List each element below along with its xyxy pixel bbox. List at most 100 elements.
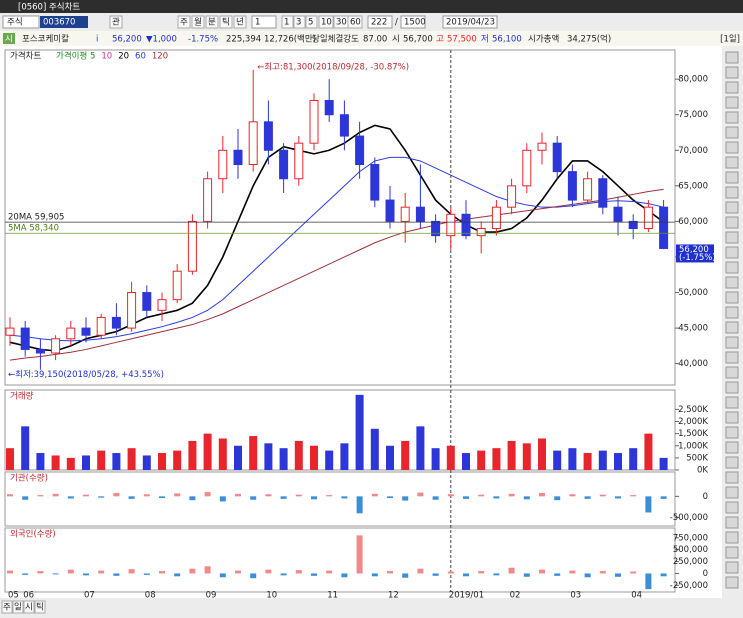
tool-button[interactable] <box>191 15 205 29</box>
code-input[interactable] <box>40 16 88 28</box>
net-bar <box>356 535 363 574</box>
side-icon[interactable] <box>725 321 739 334</box>
net-bar <box>98 570 105 574</box>
total: 1500 <box>404 18 426 28</box>
unit: 1 <box>255 18 260 28</box>
panel-title: 거래량 <box>10 391 34 402</box>
volume-bar <box>310 445 318 470</box>
side-icon[interactable] <box>725 291 739 304</box>
period-label: 5 <box>308 18 313 28</box>
candle-body <box>370 164 380 201</box>
candle-body <box>415 206 425 222</box>
y-tick-label: 75,000 <box>678 110 708 120</box>
side-icon[interactable] <box>725 186 739 199</box>
footer-button[interactable] <box>34 600 46 614</box>
side-icon[interactable] <box>725 81 739 94</box>
net-bar <box>630 571 637 574</box>
side-icon[interactable] <box>725 141 739 154</box>
side-icon[interactable] <box>725 576 739 589</box>
volume-bar <box>234 445 242 470</box>
footer-button[interactable] <box>23 600 35 614</box>
footer-button[interactable] <box>1 600 13 614</box>
candle-body <box>279 149 289 180</box>
period: [1일] <box>720 35 740 45</box>
tool-button[interactable] <box>177 15 191 29</box>
side-icon[interactable] <box>725 261 739 274</box>
net-bar <box>645 496 652 513</box>
side-icon[interactable] <box>725 231 739 244</box>
side-icon[interactable] <box>725 486 739 499</box>
rate: -1.75% <box>188 35 218 45</box>
footer-button[interactable] <box>12 600 24 614</box>
side-icon[interactable] <box>725 411 739 424</box>
unit-select[interactable] <box>251 15 277 29</box>
tool-button[interactable] <box>219 15 233 29</box>
net-bar <box>554 573 561 576</box>
candle-body <box>552 142 562 173</box>
side-icon[interactable] <box>725 111 739 124</box>
period-button[interactable] <box>305 15 318 29</box>
side-icon[interactable] <box>725 396 739 409</box>
candle-body <box>613 206 623 222</box>
ma-level-label: 20MA 59,905 <box>8 213 64 223</box>
side-icon[interactable] <box>725 336 739 349</box>
tool-button[interactable] <box>109 15 123 29</box>
footer-label: 일 <box>14 603 22 613</box>
side-icon[interactable] <box>725 276 739 289</box>
net-bar <box>128 496 135 499</box>
period-button[interactable] <box>293 15 306 29</box>
volume-bar <box>188 440 197 470</box>
side-icon[interactable] <box>725 516 739 529</box>
net-bar <box>159 571 165 574</box>
count-input[interactable] <box>367 15 393 29</box>
side-icon[interactable] <box>725 501 739 514</box>
net-bar <box>523 573 530 577</box>
side-icon[interactable] <box>725 546 739 559</box>
side-icon[interactable] <box>725 366 739 379</box>
net-bar <box>478 494 485 497</box>
period-label: 10 <box>321 18 332 28</box>
side-icon[interactable] <box>725 426 739 439</box>
side-icon[interactable] <box>725 306 739 319</box>
date-input[interactable] <box>442 15 498 29</box>
side-icon[interactable] <box>725 246 739 259</box>
side-icon[interactable] <box>725 441 739 454</box>
strength-label: 당일체결강도 <box>312 34 359 45</box>
side-icon[interactable] <box>725 531 739 544</box>
side-icon[interactable] <box>725 381 739 394</box>
net-bar <box>37 495 44 497</box>
tool-button[interactable] <box>205 15 219 29</box>
total-input[interactable] <box>400 15 426 29</box>
side-icon[interactable] <box>725 351 739 364</box>
period-button[interactable] <box>347 15 363 29</box>
side-icon[interactable] <box>725 126 739 139</box>
info-icon[interactable]: i <box>96 35 98 45</box>
net-bar <box>52 573 59 575</box>
net-bar <box>113 492 120 497</box>
y-tick-label: 750,000 <box>673 533 708 543</box>
volume-bar <box>355 394 364 470</box>
market-select[interactable] <box>2 15 40 29</box>
net-bar <box>432 496 439 500</box>
panel-title: 기관(수량) <box>10 473 48 484</box>
side-icon[interactable] <box>725 216 739 229</box>
candle-body <box>248 121 258 166</box>
tool-button[interactable] <box>233 15 247 29</box>
side-icon[interactable] <box>725 156 739 169</box>
side-icon[interactable] <box>725 66 739 79</box>
candle-body <box>127 292 137 329</box>
net-bar <box>98 496 105 498</box>
volume-bar <box>583 453 592 470</box>
side-icon[interactable] <box>725 51 739 64</box>
tool-button-label: 틱 <box>222 17 230 28</box>
period-button[interactable] <box>318 15 334 29</box>
cap: 34,275(억) <box>567 34 611 45</box>
volume-bar <box>477 450 486 470</box>
side-icon[interactable] <box>725 96 739 109</box>
period-button[interactable] <box>281 15 294 29</box>
side-icon[interactable] <box>725 456 739 469</box>
side-icon[interactable] <box>725 171 739 184</box>
side-icon[interactable] <box>725 201 739 214</box>
side-icon[interactable] <box>725 561 739 574</box>
side-icon[interactable] <box>725 471 739 484</box>
